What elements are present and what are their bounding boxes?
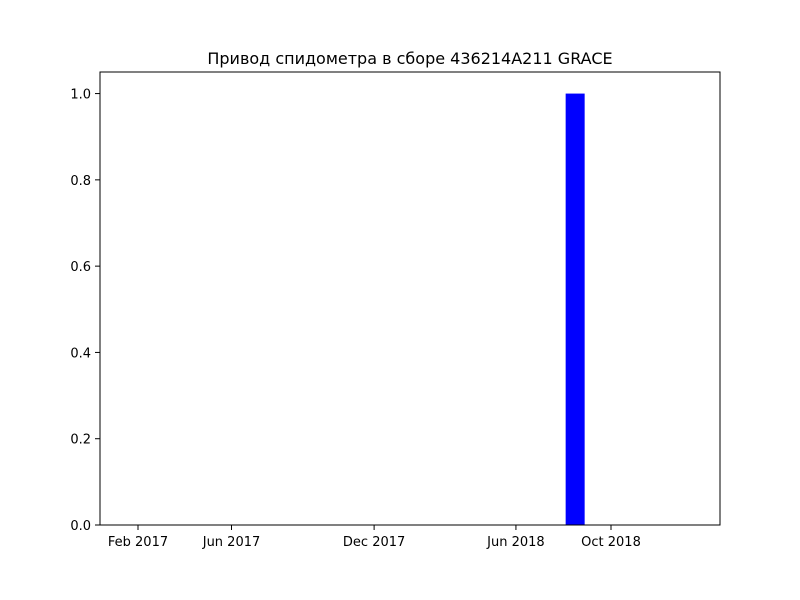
x-tick-label: Jun 2018 — [486, 535, 545, 550]
bar — [565, 93, 585, 526]
x-tick-label: Feb 2017 — [108, 535, 168, 550]
y-tick-label: 1.0 — [70, 88, 91, 103]
y-tick-label: 0.8 — [70, 174, 91, 189]
x-tick-label: Oct 2018 — [581, 535, 641, 550]
y-tick-label: 0.4 — [70, 346, 91, 361]
x-tick-label: Jun 2017 — [202, 535, 261, 550]
x-axis: Feb 2017 Jun 2017 Dec 2017 Jun 2018 Oct 2018 — [108, 525, 641, 550]
y-tick-label: 0.0 — [70, 519, 91, 534]
y-tick-label: 0.6 — [70, 260, 91, 275]
bars-group — [565, 93, 585, 526]
chart-title: Привод спидометра в сборе 436214A211 GRA… — [207, 49, 612, 68]
x-tick-label: Dec 2017 — [343, 535, 405, 550]
y-tick-label: 0.2 — [70, 433, 91, 448]
y-axis: 0.0 0.2 0.4 0.6 0.8 1.0 — [70, 88, 100, 534]
plot-frame — [99, 71, 721, 526]
